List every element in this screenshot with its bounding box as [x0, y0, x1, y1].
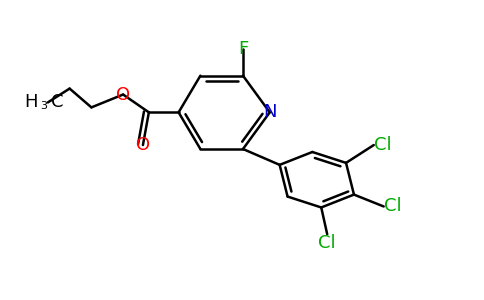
Text: O: O: [116, 85, 130, 103]
Text: H: H: [24, 93, 38, 111]
Text: C: C: [51, 93, 63, 111]
Text: Cl: Cl: [384, 197, 401, 215]
Text: Cl: Cl: [318, 234, 336, 252]
Text: F: F: [238, 40, 248, 58]
Text: Cl: Cl: [374, 136, 392, 154]
Text: 3: 3: [40, 101, 47, 111]
Text: N: N: [263, 103, 276, 122]
Text: O: O: [136, 136, 150, 154]
